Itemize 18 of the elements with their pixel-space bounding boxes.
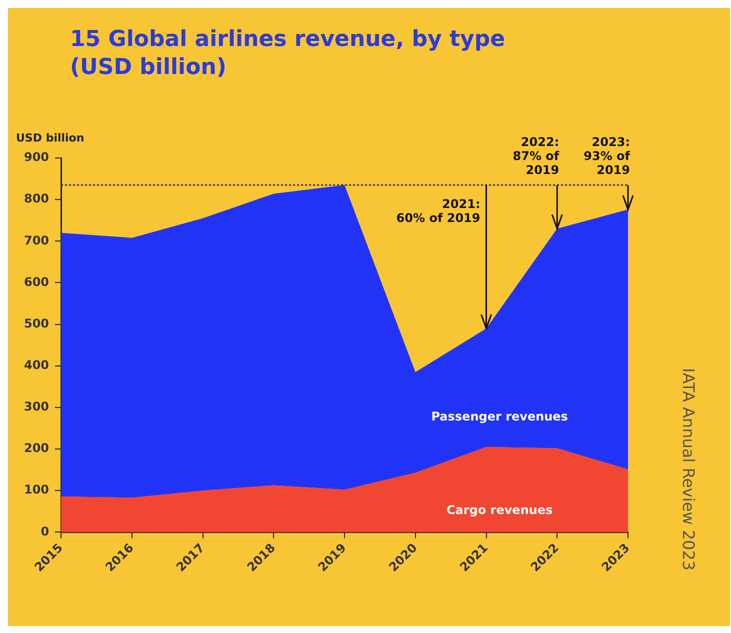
chart-title: 15 Global airlines revenue, by type (USD billion) (70, 26, 506, 82)
series-label: Passenger revenues (431, 409, 568, 424)
series-label: Cargo revenues (446, 503, 553, 518)
y-tick-label: 100 (24, 482, 50, 497)
y-tick-label: 900 (24, 150, 50, 164)
y-axis-title: USD billion (16, 131, 84, 144)
y-tick-label: 200 (24, 441, 50, 456)
annotation: 2022: 87% of 2019 (512, 135, 560, 178)
y-tick-label: 600 (24, 274, 50, 289)
annotation: 2023: 93% of 2019 (584, 135, 631, 178)
y-tick-label: 800 (24, 192, 50, 206)
y-tick-label: 400 (24, 358, 50, 372)
y-tick-label: 700 (24, 233, 50, 248)
text: IATA Annual Review 2023 (679, 368, 698, 571)
annotation: 2021: 60% of 2019 (396, 197, 480, 226)
y-tick-label: 0 (40, 524, 50, 538)
y-tick-label: 300 (24, 400, 50, 414)
y-tick-label: 500 (24, 316, 50, 330)
